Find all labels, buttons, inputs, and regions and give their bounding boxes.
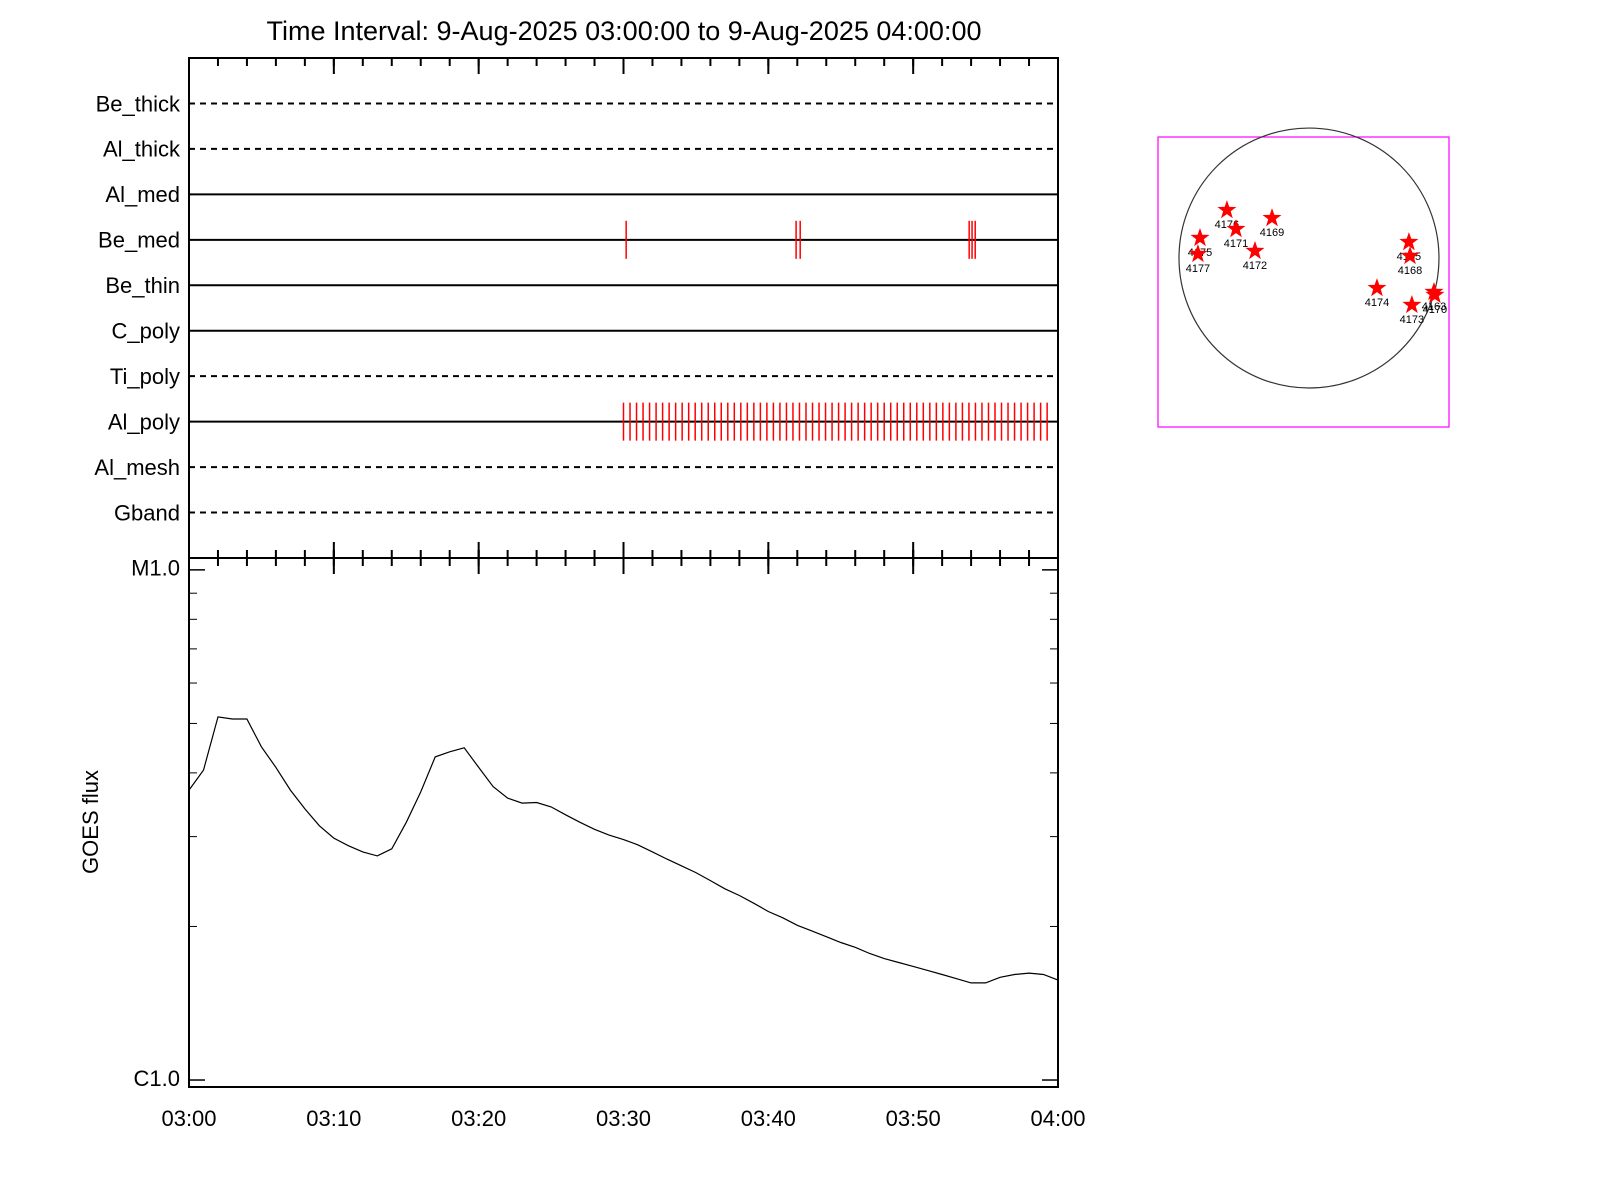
row-label: Al_poly <box>108 409 180 434</box>
solar-disk <box>1178 127 1440 389</box>
x-tick-label: 03:10 <box>306 1106 361 1131</box>
chart-title: Time Interval: 9-Aug-2025 03:00:00 to 9-… <box>267 16 982 46</box>
row-label: Al_med <box>105 182 180 207</box>
plot-frame <box>188 57 1059 559</box>
region-label: 4174 <box>1365 297 1389 309</box>
region-label: 4172 <box>1243 260 1267 272</box>
region-label: 4168 <box>1398 265 1422 277</box>
region-label: 4169 <box>1260 227 1284 239</box>
x-tick-label: 03:00 <box>161 1106 216 1131</box>
x-tick-label: 03:50 <box>886 1106 941 1131</box>
region-label: 4170 <box>1423 304 1447 316</box>
plot-frame <box>188 557 1059 1088</box>
region-marker <box>1188 244 1208 263</box>
region-marker <box>1367 278 1387 297</box>
region-marker <box>1400 246 1420 265</box>
row-label: Be_thick <box>96 91 181 116</box>
row-label: Be_thin <box>105 273 180 298</box>
row-label: Be_med <box>98 228 180 253</box>
region-label: 4177 <box>1186 263 1210 275</box>
x-tick-label: 04:00 <box>1030 1106 1085 1131</box>
y-tick-label: C1.0 <box>134 1066 180 1091</box>
region-label: 4171 <box>1224 238 1248 250</box>
flux-line <box>188 716 1059 984</box>
region-label: 4163 <box>1422 301 1446 313</box>
row-label: Ti_poly <box>110 364 180 389</box>
row-label: C_poly <box>112 319 180 344</box>
region-marker <box>1425 285 1445 304</box>
row-label: Al_mesh <box>94 455 180 480</box>
x-tick-label: 03:30 <box>596 1106 651 1131</box>
x-tick-label: 03:20 <box>451 1106 506 1131</box>
region-marker <box>1217 200 1237 219</box>
region-marker <box>1245 241 1265 260</box>
y-tick-label: M1.0 <box>131 556 180 581</box>
region-marker <box>1399 232 1419 251</box>
y-axis-label: GOES flux <box>78 770 103 874</box>
region-label: 4173 <box>1400 314 1424 326</box>
row-label: Gband <box>114 500 180 525</box>
region-marker <box>1226 219 1246 238</box>
x-tick-label: 03:40 <box>741 1106 796 1131</box>
region-marker <box>1262 208 1282 227</box>
row-label: Al_thick <box>103 137 181 162</box>
map-frame <box>1157 136 1450 428</box>
region-marker <box>1190 228 1210 247</box>
region-marker <box>1402 295 1422 314</box>
